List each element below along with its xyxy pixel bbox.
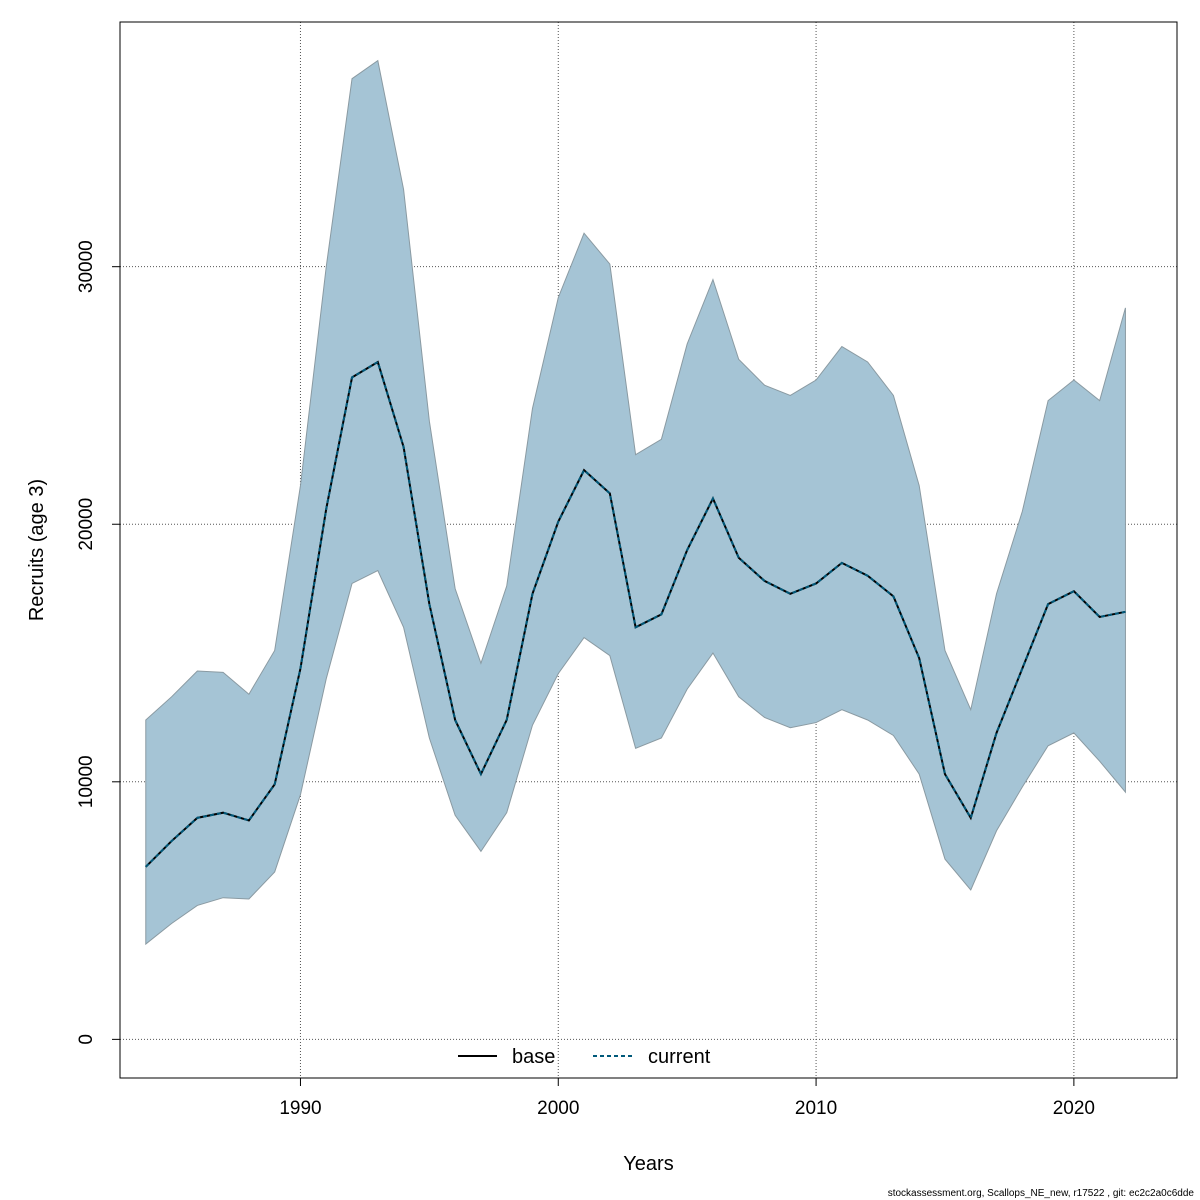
y-axis-title: Recruits (age 3) bbox=[26, 479, 48, 621]
x-axis: 1990 2000 2010 2020 bbox=[279, 1077, 1095, 1119]
y-tick-label: 20000 bbox=[76, 498, 97, 551]
y-tick-label: 0 bbox=[76, 1034, 97, 1045]
y-tick-label: 30000 bbox=[76, 240, 97, 293]
y-tick-label: 10000 bbox=[76, 755, 97, 808]
y-axis: 0 10000 20000 30000 bbox=[76, 240, 121, 1045]
confidence-band bbox=[145, 59, 1126, 946]
x-tick-label: 1990 bbox=[279, 1098, 321, 1119]
legend-label-base: base bbox=[512, 1046, 555, 1068]
series-line-current bbox=[145, 360, 1126, 868]
legend-label-current: current bbox=[648, 1046, 711, 1068]
x-tick-label: 2020 bbox=[1053, 1098, 1095, 1119]
x-tick-label: 2010 bbox=[795, 1098, 837, 1119]
x-tick-label: 2000 bbox=[537, 1098, 579, 1119]
legend: base current bbox=[458, 1046, 711, 1068]
footer-note: stockassessment.org, Scallops_NE_new, r1… bbox=[888, 1188, 1195, 1199]
x-axis-title: Years bbox=[623, 1153, 673, 1175]
